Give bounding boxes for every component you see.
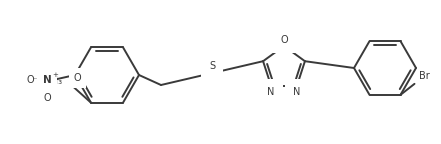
Text: Br: Br [419, 71, 429, 81]
Text: N: N [43, 75, 51, 85]
Text: O: O [280, 35, 288, 45]
Text: CH₃: CH₃ [45, 76, 63, 86]
Text: O: O [43, 93, 51, 103]
Text: N: N [267, 87, 275, 97]
Text: S: S [209, 61, 215, 71]
Text: +: + [52, 72, 58, 78]
Text: O: O [26, 75, 34, 85]
Text: O: O [74, 73, 82, 83]
Text: N: N [293, 87, 301, 97]
Text: ⁻: ⁻ [33, 75, 37, 85]
